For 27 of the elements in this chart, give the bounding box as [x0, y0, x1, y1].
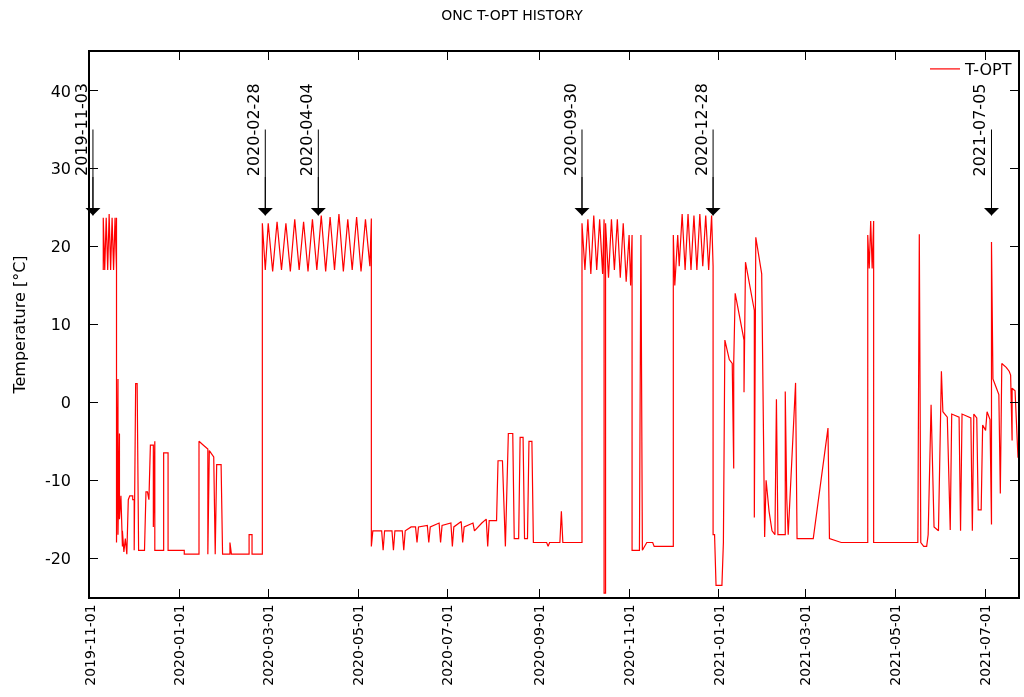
x-tick-label: 2021-01-01 [710, 604, 727, 686]
y-tick-label: -20 [44, 548, 72, 568]
annotation: 2021-07-05 [970, 83, 990, 177]
y-tick-label: -10 [44, 470, 72, 490]
x-tick-label: 2020-09-01 [530, 604, 547, 686]
x-tick-label: 2021-03-01 [797, 604, 814, 686]
x-tick-label: 2021-05-01 [887, 604, 904, 686]
x-tick-label: 2021-07-01 [977, 604, 994, 686]
annotation: 2020-02-28 [244, 83, 264, 177]
x-tick-label: 2020-05-01 [349, 604, 366, 686]
x-tick-label: 2020-03-01 [259, 604, 276, 686]
y-tick-label: 0 [60, 392, 72, 412]
y-tick-label: 40 [50, 81, 72, 101]
y-tick-label: 30 [50, 159, 72, 179]
annotation: 2020-12-28 [692, 83, 712, 177]
y-axis-title: Temperature [°C] [10, 255, 30, 395]
y-tick-label: 20 [50, 237, 72, 257]
y-tick-label: 10 [50, 315, 72, 335]
x-tick-label: 2020-07-01 [439, 604, 456, 686]
x-tick-label: 2019-11-01 [81, 604, 98, 686]
annotation: 2019-11-03 [71, 82, 91, 176]
chart-title: ONC T-OPT HISTORY [441, 7, 584, 24]
legend-label: T-OPT [964, 60, 1012, 80]
x-tick-label: 2020-01-01 [171, 604, 188, 686]
x-tick-label: 2020-11-01 [620, 604, 637, 686]
annotation: 2020-09-30 [560, 83, 580, 176]
annotation: 2020-04-04 [297, 83, 317, 177]
